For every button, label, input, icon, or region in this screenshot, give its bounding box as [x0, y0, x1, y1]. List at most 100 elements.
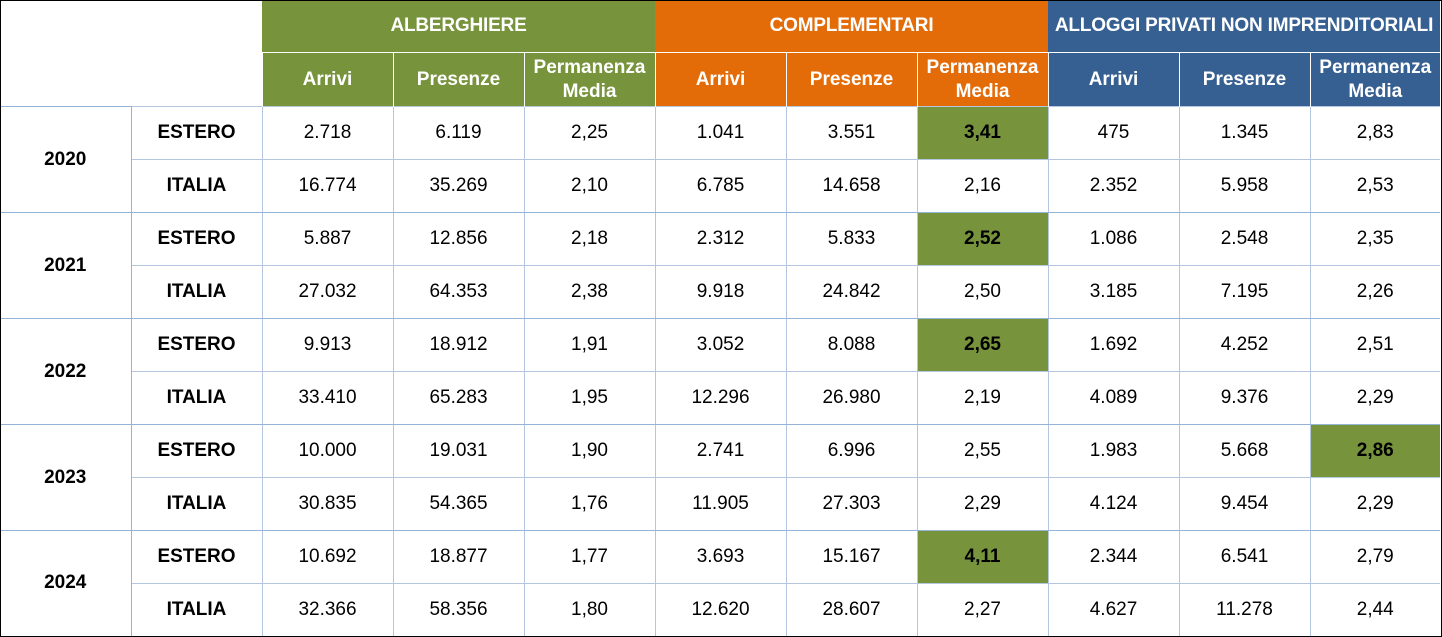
value-cell: 1,76 — [523, 477, 656, 531]
col-header-permanenza: Permanenza Media — [916, 52, 1049, 107]
value-cell: 5.668 — [1178, 424, 1311, 478]
value-cell: 2,51 — [1309, 318, 1441, 372]
value-cell: 18.877 — [392, 530, 525, 584]
value-cell: 1,80 — [523, 583, 656, 636]
value-cell: 32.366 — [261, 583, 394, 636]
table-row: 2021 ESTERO 5.887 12.856 2,18 2.312 5.833 2,52 1… — [0, 212, 1441, 319]
value-cell: 65.283 — [392, 371, 525, 425]
origin-cell: ITALIA — [130, 583, 263, 636]
value-cell: 1.983 — [1047, 424, 1180, 478]
value-cell: 4.124 — [1047, 477, 1180, 531]
value-cell: 1,77 — [523, 530, 656, 584]
col-header-presenze: Presenze — [1178, 52, 1311, 107]
origin-cell: ESTERO — [130, 530, 263, 584]
value-cell: 2,44 — [1309, 583, 1441, 636]
value-cell: 2,29 — [1309, 371, 1441, 425]
origin-cell: ITALIA — [130, 477, 263, 531]
table-row: ITALIA 32.366 58.356 1,80 12.620 28.607 2,27 4.… — [0, 583, 1441, 636]
value-cell: 12.296 — [654, 371, 787, 425]
value-cell: 1,90 — [523, 424, 656, 478]
origin-cell: ITALIA — [130, 265, 263, 319]
table-body: 2020 ESTERO 2.718 6.119 2,25 1.041 3.551 3,41 47… — [0, 106, 1441, 637]
value-cell: 58.356 — [392, 583, 525, 636]
value-cell: 5.833 — [785, 212, 918, 266]
value-cell: 2,19 — [916, 371, 1049, 425]
col-header-permanenza: Permanenza Media — [523, 52, 656, 107]
col-header-arrivi: Arrivi — [654, 52, 787, 107]
value-cell: 4.627 — [1047, 583, 1180, 636]
year-cell: 2022 — [0, 318, 132, 425]
year-cell: 2023 — [0, 424, 132, 531]
table-row: ITALIA 33.410 65.283 1,95 12.296 26.980 2,19 4.… — [0, 371, 1441, 425]
col-header-permanenza: Permanenza Media — [1309, 52, 1441, 107]
value-cell: 2,35 — [1309, 212, 1441, 266]
value-cell: 2,18 — [523, 212, 656, 266]
value-cell: 2,29 — [1309, 477, 1441, 531]
table-row: ITALIA 27.032 64.353 2,38 9.918 24.842 2,50 3.1… — [0, 265, 1441, 319]
value-cell: 10.692 — [261, 530, 394, 584]
origin-cell: ESTERO — [130, 424, 263, 478]
origin-cell: ESTERO — [130, 318, 263, 372]
value-cell: 4.089 — [1047, 371, 1180, 425]
value-cell: 1.041 — [654, 106, 787, 160]
origin-cell: ESTERO — [130, 212, 263, 266]
value-cell: 11.905 — [654, 477, 787, 531]
table-row: 2024 ESTERO 10.692 18.877 1,77 3.693 15.167 4,1… — [0, 530, 1441, 637]
origin-cell: ITALIA — [130, 371, 263, 425]
value-cell: 2,25 — [523, 106, 656, 160]
value-cell: 6.541 — [1178, 530, 1311, 584]
col-header-presenze: Presenze — [785, 52, 918, 107]
group-header-complementari: COMPLEMENTARI — [655, 0, 1049, 53]
value-cell: 28.607 — [785, 583, 918, 636]
col-header-arrivi: Arrivi — [1047, 52, 1180, 107]
value-cell: 12.856 — [392, 212, 525, 266]
value-cell: 2,53 — [1309, 159, 1441, 213]
value-cell: 2,16 — [916, 159, 1049, 213]
col-header-presenze: Presenze — [392, 52, 524, 107]
value-cell: 12.620 — [654, 583, 787, 636]
value-cell: 27.303 — [785, 477, 918, 531]
value-cell: 7.195 — [1178, 265, 1311, 319]
table-row: ITALIA 30.835 54.365 1,76 11.905 27.303 2,29 4.… — [0, 477, 1441, 531]
origin-cell: ITALIA — [130, 159, 263, 213]
value-cell: 24.842 — [785, 265, 918, 319]
value-cell: 2,65 — [916, 318, 1049, 372]
value-cell: 18.912 — [392, 318, 525, 372]
table-header: ALBERGHIERE COMPLEMENTARI ALLOGGI PRIVAT… — [0, 0, 1441, 107]
value-cell: 4,11 — [916, 530, 1049, 584]
value-cell: 2,55 — [916, 424, 1049, 478]
value-cell: 2,27 — [916, 583, 1049, 636]
value-cell: 6.996 — [785, 424, 918, 478]
value-cell: 1,95 — [523, 371, 656, 425]
value-cell: 64.353 — [392, 265, 525, 319]
value-cell: 6.119 — [392, 106, 525, 160]
value-cell: 9.376 — [1178, 371, 1311, 425]
value-cell: 1,91 — [523, 318, 656, 372]
value-cell: 27.032 — [261, 265, 394, 319]
value-cell: 2.344 — [1047, 530, 1180, 584]
header-corner — [0, 0, 262, 107]
col-header-arrivi: Arrivi — [261, 52, 393, 107]
value-cell: 1.086 — [1047, 212, 1180, 266]
table-row: 2023 ESTERO 10.000 19.031 1,90 2.741 6.996 2,55… — [0, 424, 1441, 531]
value-cell: 2,83 — [1309, 106, 1441, 160]
value-cell: 5.887 — [261, 212, 394, 266]
value-cell: 11.278 — [1178, 583, 1311, 636]
value-cell: 3.551 — [785, 106, 918, 160]
value-cell: 4.252 — [1178, 318, 1311, 372]
group-header-alberghiere: ALBERGHIERE — [262, 0, 656, 53]
value-cell: 19.031 — [392, 424, 525, 478]
table-row: ITALIA 16.774 35.269 2,10 6.785 14.658 2,16 2.3… — [0, 159, 1441, 213]
value-cell: 33.410 — [261, 371, 394, 425]
value-cell: 54.365 — [392, 477, 525, 531]
value-cell: 2,52 — [916, 212, 1049, 266]
value-cell: 2.352 — [1047, 159, 1180, 213]
value-cell: 2,26 — [1309, 265, 1441, 319]
value-cell: 30.835 — [261, 477, 394, 531]
group-header-alloggi: ALLOGGI PRIVATI NON IMPRENDITORIALI — [1048, 0, 1441, 53]
value-cell: 2,79 — [1309, 530, 1441, 584]
value-cell: 2.312 — [654, 212, 787, 266]
value-cell: 16.774 — [261, 159, 394, 213]
